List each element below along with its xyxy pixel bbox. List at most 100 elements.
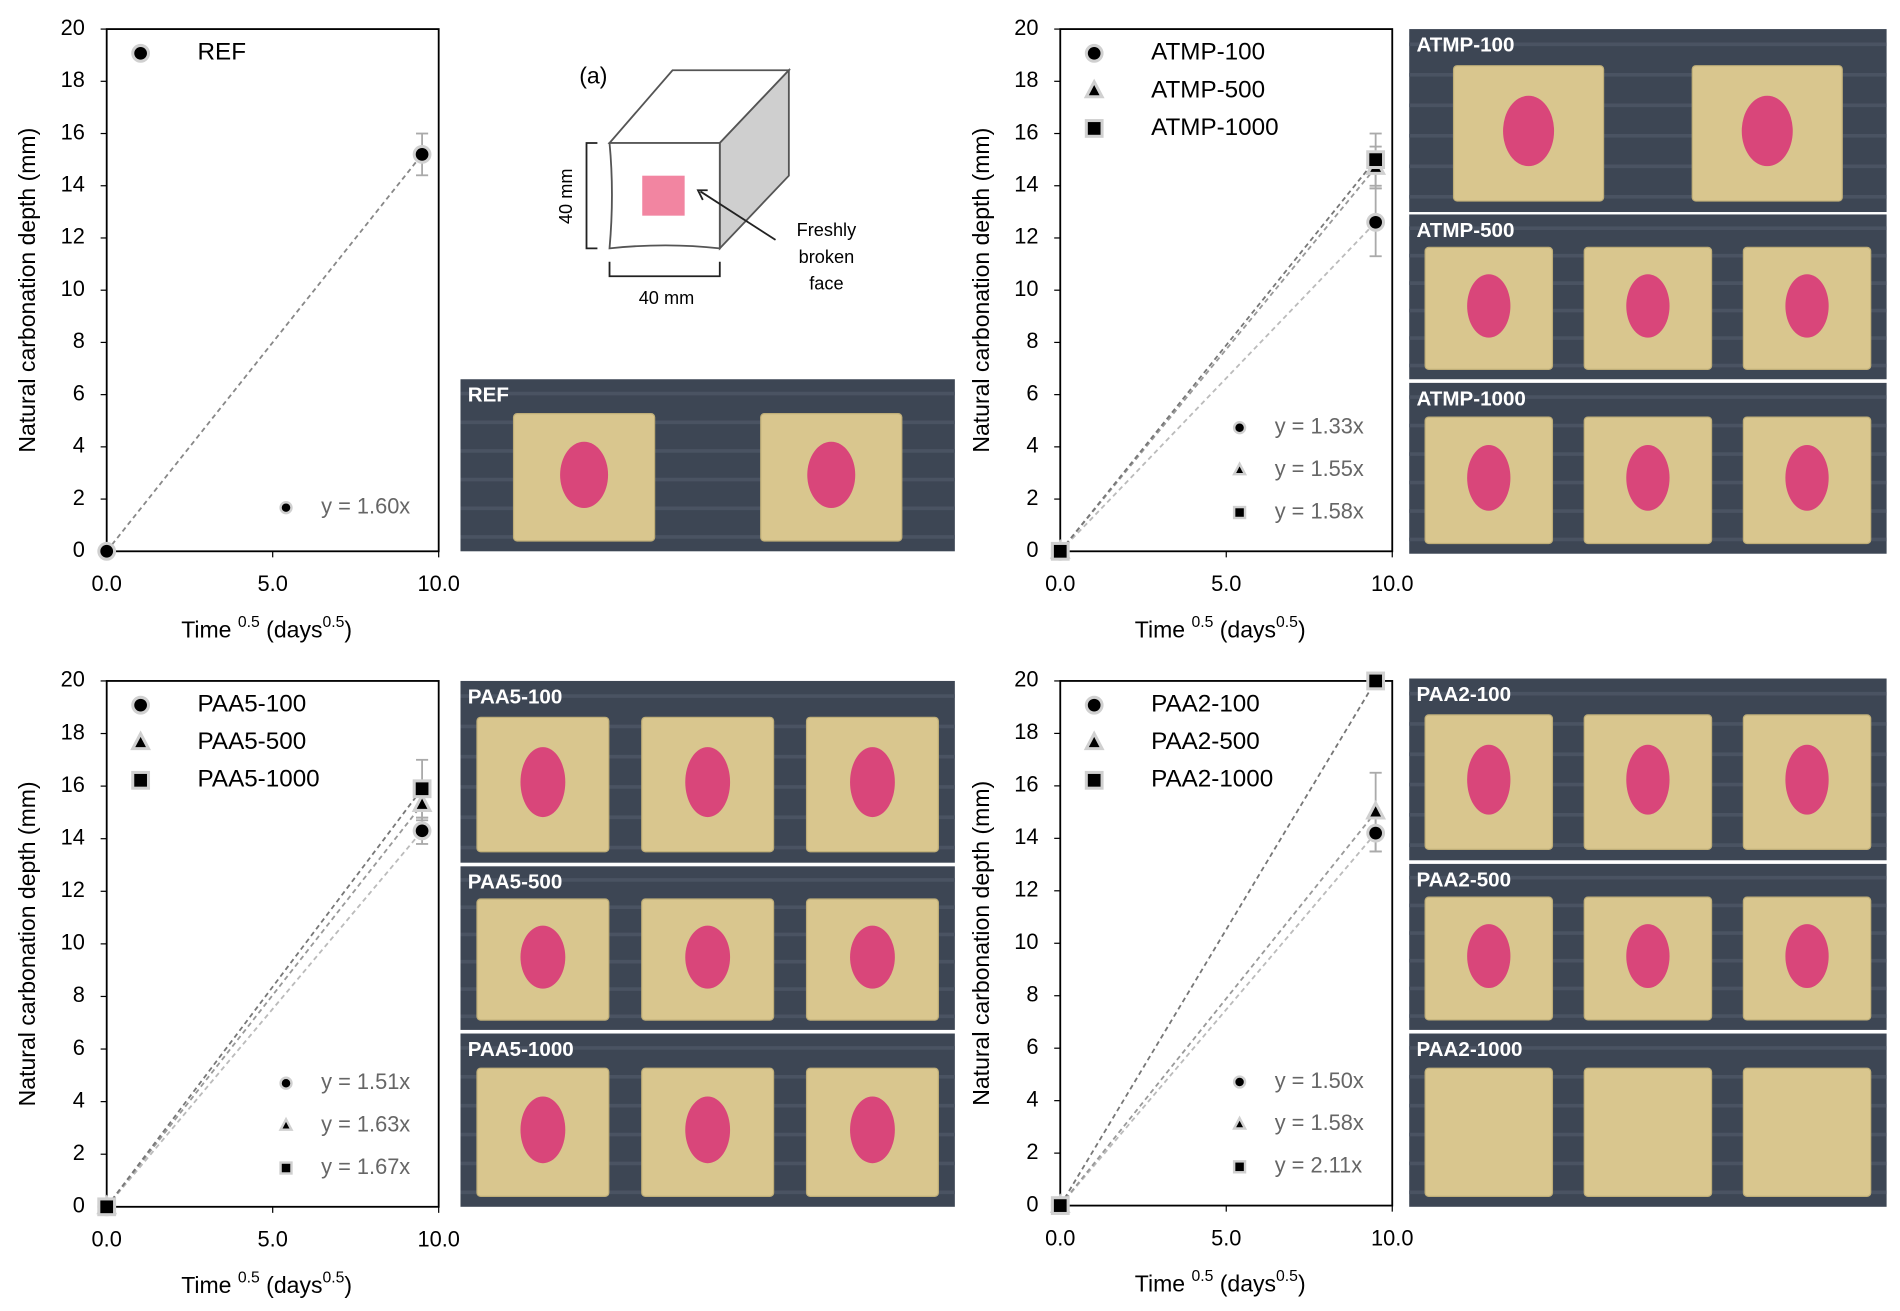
phenolphthalein-spot [560, 441, 609, 508]
phenolphthalein-spot [1626, 444, 1670, 511]
y-tick-label: 14 [1014, 824, 1038, 849]
x-label-text: ) [344, 616, 352, 642]
x-label-exponent: 0.5 [238, 1269, 260, 1286]
x-tick-label: 10.0 [417, 1226, 459, 1251]
equation-label: y = 1.51x [321, 1069, 410, 1094]
x-label-exponent: 0.5 [1191, 614, 1213, 631]
equation-label: y = 2.11x [1275, 1153, 1363, 1178]
legend-label: ATMP-1000 [1151, 114, 1278, 141]
y-tick-label: 2 [1026, 485, 1038, 510]
legend-label: ATMP-500 [1151, 76, 1265, 103]
x-label-text: ) [1298, 1271, 1306, 1297]
y-tick-label: 14 [61, 824, 85, 849]
legend-marker [131, 695, 151, 715]
photo: PAA2-500 [1409, 863, 1887, 1030]
phenolphthalein-spot [1626, 744, 1670, 815]
y-tick-label: 0 [73, 537, 85, 562]
equation-marker [1232, 1160, 1247, 1174]
trend-line [1059, 832, 1377, 1207]
legend-marker [131, 770, 151, 790]
y-tick-label: 12 [61, 224, 85, 249]
x-label-text: Time [181, 616, 238, 642]
phenolphthalein-spot [520, 1096, 566, 1164]
equation-marker [279, 1161, 293, 1175]
x-tick-label: 5.0 [258, 1226, 288, 1251]
x-tick-label: 5.0 [258, 571, 288, 596]
equation-label: y = 1.55x [1275, 456, 1364, 481]
data-point [1050, 1196, 1070, 1215]
equation-marker [278, 1116, 294, 1131]
y-tick-label: 2 [73, 485, 85, 510]
y-tick-label: 16 [61, 119, 85, 144]
y-tick-label: 20 [1014, 15, 1038, 40]
x-tick-label: 0.0 [1045, 571, 1075, 596]
trend-line [105, 803, 423, 1208]
y-tick-label: 20 [61, 15, 85, 40]
chart: 0 2 4 6 8 10 12 14 16 18 20 0.0 5.0 10.0 Natural carbo… [968, 15, 1414, 643]
y-tick-label: 4 [1026, 433, 1038, 458]
data-point [412, 145, 432, 164]
phenolphthalein-spot [1467, 744, 1511, 815]
x-tick-label: 10.0 [1371, 1225, 1413, 1250]
equation-label: y = 1.58x [1275, 498, 1364, 523]
photo: PAA5-500 [460, 866, 955, 1030]
y-tick-label: 18 [1014, 67, 1038, 92]
y-tick-label: 14 [61, 172, 85, 197]
y-tick-label: 18 [1014, 719, 1038, 744]
phenolphthalein-spot [1467, 924, 1511, 989]
x-tick-label: 0.0 [1045, 1225, 1075, 1250]
x-tick-label: 5.0 [1211, 1225, 1241, 1250]
phenolphthalein-spot [1467, 444, 1511, 511]
data-point [412, 821, 432, 841]
legend-marker [1084, 43, 1104, 63]
legend-label: ATMP-100 [1151, 39, 1265, 66]
callout-line: face [809, 274, 843, 294]
photo-label: PAA5-500 [468, 871, 563, 894]
equation-label: y = 1.67x [321, 1154, 410, 1179]
y-tick-label: 12 [1014, 877, 1038, 902]
x-label-text: (days [1213, 616, 1276, 642]
width-label: 40 mm [639, 288, 695, 308]
phenolphthalein-spot [850, 747, 895, 818]
photo-label: REF [468, 384, 509, 407]
x-axis-label: Time 0.5 (days0.5) [1135, 614, 1306, 642]
y-tick-label: 18 [61, 67, 85, 92]
x-label-text: (days [260, 616, 323, 642]
photo: PAA2-100 [1409, 678, 1887, 861]
x-label-exponent: 0.5 [238, 614, 260, 631]
arrow [699, 190, 777, 241]
phenolphthalein-spot [1785, 444, 1829, 511]
photo: ATMP-1000 [1409, 382, 1887, 554]
x-label-text: ) [1298, 616, 1306, 642]
photo: ATMP-100 [1409, 29, 1887, 213]
legend-marker [1084, 695, 1104, 715]
trend-line [105, 788, 423, 1208]
phenolphthalein-spot [850, 1096, 895, 1164]
legend-label: PAA2-1000 [1151, 766, 1273, 793]
x-label-exponent: 0.5 [1276, 1268, 1298, 1285]
data-point [411, 792, 433, 812]
phenolphthalein-spot [1626, 274, 1670, 338]
equation-marker [279, 501, 293, 515]
y-tick-label: 0 [1026, 537, 1038, 562]
photo-label: PAA5-1000 [468, 1038, 574, 1061]
legend-marker [1084, 119, 1104, 138]
x-label-exponent: 0.5 [322, 1269, 344, 1286]
photo: PAA5-100 [460, 680, 955, 863]
x-label-exponent: 0.5 [1276, 614, 1298, 631]
data-point [1366, 212, 1386, 232]
y-tick-label: 4 [1026, 1086, 1038, 1111]
legend-label: PAA5-1000 [198, 766, 320, 793]
data-point [412, 779, 432, 799]
callout-line: Freshly [797, 220, 857, 240]
pink-area [642, 175, 685, 216]
y-tick-label: 8 [73, 982, 85, 1007]
phenolphthalein-spot [1785, 274, 1829, 338]
data-point [1366, 823, 1386, 843]
equation-label: y = 1.58x [1275, 1110, 1364, 1135]
phenolphthalein-spot [850, 925, 895, 989]
data-point [1365, 799, 1387, 820]
x-axis-label: Time 0.5 (days0.5) [1135, 1268, 1306, 1296]
phenolphthalein-spot [1785, 744, 1829, 815]
